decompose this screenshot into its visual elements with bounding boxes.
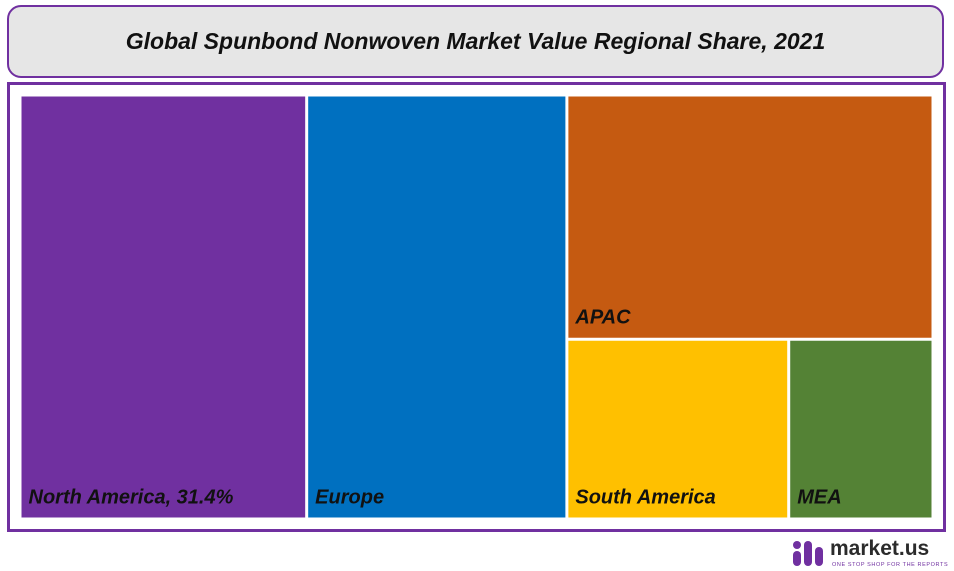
market-us-logo: market.us ONE STOP SHOP FOR THE REPORTS [792,537,952,571]
tile-north-america [21,96,306,518]
tile-apac [568,96,932,338]
tile-label-apac: APAC [574,307,631,329]
logo-name: market.us [830,537,930,560]
chart-title: Global Spunbond Nonwoven Market Value Re… [125,28,826,54]
logo-tagline: ONE STOP SHOP FOR THE REPORTS [832,562,949,568]
tile-europe [308,96,566,518]
tile-label-south-america: South America [575,487,715,509]
tile-south-america [568,340,788,518]
tile-label-europe: Europe [315,487,384,509]
treemap-chart: North America, 31.4% Europe APAC South Amer… [21,96,932,518]
market-us-logo-icon [793,541,823,566]
tile-mea [790,340,932,518]
treemap-frame: North America, 31.4% Europe APAC South Amer… [7,82,946,532]
tile-label-mea: MEA [797,487,841,509]
tile-label-north-america: North America, 31.4% [29,487,234,509]
chart-title-box: Global Spunbond Nonwoven Market Value Re… [7,5,944,78]
